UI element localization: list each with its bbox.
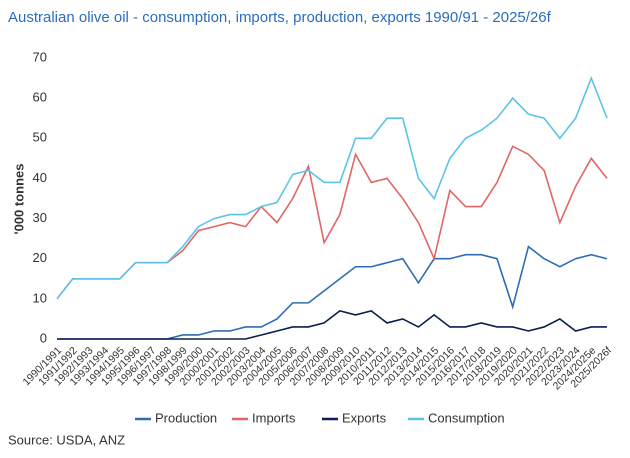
series-line [57, 310, 607, 340]
y-tick-label: 10 [33, 290, 47, 305]
y-tick-label: 40 [33, 170, 47, 185]
y-tick-label: 20 [33, 250, 47, 265]
series-line [56, 145, 608, 300]
legend-label: Imports [252, 410, 296, 425]
y-axis-label: '000 tonnes [11, 163, 26, 234]
legend-label: Exports [342, 410, 387, 425]
legend-label: Consumption [428, 410, 505, 425]
source-note: Source: USDA, ANZ [8, 432, 125, 447]
y-tick-label: 30 [33, 210, 47, 225]
legend-label: Production [155, 410, 217, 425]
chart-title: Australian olive oil - consumption, impo… [8, 9, 552, 26]
y-tick-label: 60 [33, 90, 47, 105]
y-tick-label: 0 [40, 330, 47, 345]
series-line [56, 75, 608, 300]
y-tick-label: 70 [33, 49, 47, 64]
series-line [57, 245, 608, 340]
y-tick-label: 50 [33, 130, 47, 145]
